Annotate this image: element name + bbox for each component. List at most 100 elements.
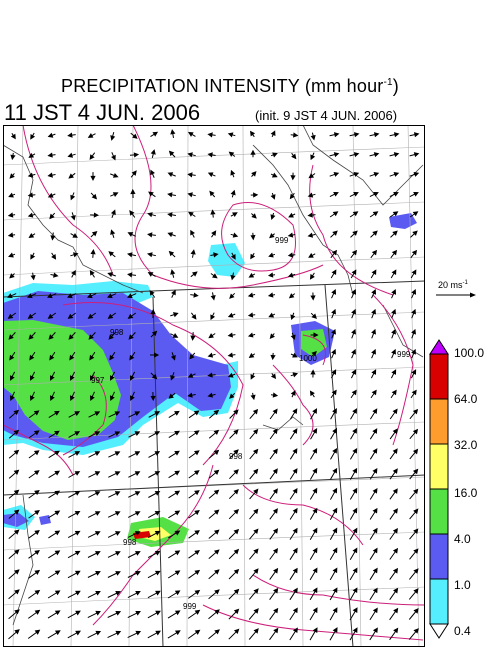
wind-arrowhead bbox=[30, 375, 35, 381]
chart-title: PRECIPITATION INTENSITY (mm hour-1) bbox=[0, 76, 460, 97]
wind-arrowhead bbox=[134, 551, 141, 556]
wind-arrowhead bbox=[154, 570, 161, 576]
wind-arrowhead bbox=[393, 627, 399, 634]
wind-arrowhead bbox=[114, 431, 121, 437]
wind-arrowhead bbox=[353, 191, 359, 197]
wind-arrowhead bbox=[271, 172, 278, 178]
wind-arrowhead bbox=[233, 568, 240, 575]
wind-arrowhead bbox=[312, 428, 318, 434]
wind-arrowhead bbox=[67, 293, 73, 299]
wind-arrowhead bbox=[168, 250, 175, 257]
weather-map: 998 997 998 999 999 998 999 1000 bbox=[3, 125, 425, 647]
wind-arrowhead bbox=[331, 369, 337, 375]
isobar-label: 1000 bbox=[299, 354, 317, 363]
wind-arrowhead bbox=[135, 570, 141, 576]
wind-arrowhead bbox=[28, 233, 35, 238]
wind-arrowhead bbox=[273, 627, 279, 634]
wind-arrowhead bbox=[312, 567, 318, 574]
wind-arrowhead bbox=[67, 132, 73, 138]
wind-arrowhead bbox=[190, 249, 196, 255]
wind-arrowhead bbox=[272, 508, 278, 514]
wind-arrowhead bbox=[252, 408, 259, 415]
wind-arrowhead bbox=[14, 569, 20, 575]
wind-arrowhead bbox=[372, 607, 378, 614]
isobar-label: 999 bbox=[397, 350, 411, 359]
wind-arrowhead bbox=[290, 390, 296, 396]
wind-arrowhead bbox=[372, 408, 378, 414]
wind-arrowhead bbox=[147, 232, 153, 238]
wind-arrowhead bbox=[193, 292, 199, 298]
wind-arrowhead bbox=[34, 589, 41, 595]
wind-arrowhead bbox=[292, 448, 298, 454]
wind-arrowhead bbox=[372, 467, 378, 474]
wind-arrowhead bbox=[372, 627, 378, 634]
wind-arrowhead bbox=[253, 508, 259, 515]
wind-arrowhead bbox=[174, 610, 181, 616]
wind-arrowhead bbox=[13, 489, 20, 495]
wind-arrowhead bbox=[290, 334, 296, 341]
wind-arrowhead bbox=[310, 154, 316, 161]
wind-arrowhead bbox=[194, 510, 200, 516]
wind-arrowhead bbox=[273, 587, 279, 594]
wind-arrowhead bbox=[150, 395, 156, 402]
wind-arrowhead bbox=[290, 175, 296, 181]
wind-arrowhead bbox=[129, 210, 135, 216]
wind-arrowhead bbox=[214, 569, 220, 575]
wind-arrowhead bbox=[134, 451, 141, 456]
wind-arrowhead bbox=[9, 395, 15, 401]
wind-arrowhead bbox=[54, 550, 61, 556]
wind-arrowhead bbox=[68, 334, 74, 340]
wind-arrowhead bbox=[29, 354, 35, 361]
wind-arrowhead bbox=[312, 587, 318, 594]
wind-arrowhead bbox=[74, 471, 81, 476]
wind-arrowhead bbox=[170, 354, 176, 361]
wind-arrowhead bbox=[135, 630, 142, 636]
wind-arrowhead bbox=[115, 610, 122, 616]
wind-scale-exponent: -1 bbox=[462, 280, 468, 286]
wind-arrowhead bbox=[291, 153, 297, 160]
wind-arrowhead bbox=[332, 627, 338, 633]
wind-arrowhead bbox=[167, 192, 173, 198]
wind-arrowhead bbox=[127, 272, 133, 278]
coastlines bbox=[3, 125, 424, 626]
wind-arrowhead bbox=[94, 411, 101, 417]
wind-arrowhead bbox=[174, 490, 181, 496]
wind-arrowhead bbox=[209, 190, 215, 197]
wind-vector bbox=[87, 631, 99, 639]
wind-arrowhead bbox=[134, 531, 141, 536]
wind-arrowhead bbox=[372, 567, 378, 574]
wind-arrowhead bbox=[332, 587, 338, 594]
wind-arrowhead bbox=[233, 548, 240, 555]
wind-arrowhead bbox=[213, 529, 220, 535]
wind-arrowhead bbox=[114, 491, 121, 496]
wind-arrowhead bbox=[233, 488, 239, 495]
wind-arrowhead bbox=[312, 467, 318, 474]
wind-arrowhead bbox=[69, 354, 75, 361]
wind-arrowhead bbox=[214, 629, 220, 635]
wind-arrowhead bbox=[333, 191, 339, 197]
wind-arrowhead bbox=[393, 132, 400, 138]
wind-arrowhead bbox=[253, 588, 259, 594]
wind-arrowhead bbox=[134, 411, 141, 417]
wind-arrowhead bbox=[352, 587, 358, 594]
wind-arrowhead bbox=[194, 450, 200, 456]
wind-arrowhead bbox=[107, 313, 114, 319]
wind-arrowhead bbox=[272, 528, 279, 534]
wind-arrowhead bbox=[148, 191, 154, 197]
wind-arrowhead bbox=[70, 214, 76, 221]
wind-arrowhead bbox=[34, 569, 41, 575]
wind-arrowhead bbox=[268, 252, 274, 258]
wind-arrowhead bbox=[94, 511, 101, 516]
wind-arrowhead bbox=[75, 590, 81, 596]
wind-arrowhead bbox=[89, 154, 95, 160]
wind-arrowhead bbox=[253, 628, 259, 634]
wind-arrowhead bbox=[213, 549, 220, 555]
wind-arrowhead bbox=[95, 570, 101, 576]
wind-arrowhead bbox=[229, 293, 235, 299]
wind-arrowhead bbox=[54, 570, 61, 576]
wind-arrowhead bbox=[332, 507, 338, 514]
wind-arrowhead bbox=[312, 487, 318, 494]
wind-arrowhead bbox=[292, 607, 298, 614]
wind-arrowhead bbox=[250, 373, 256, 380]
wind-arrowhead bbox=[33, 410, 40, 416]
